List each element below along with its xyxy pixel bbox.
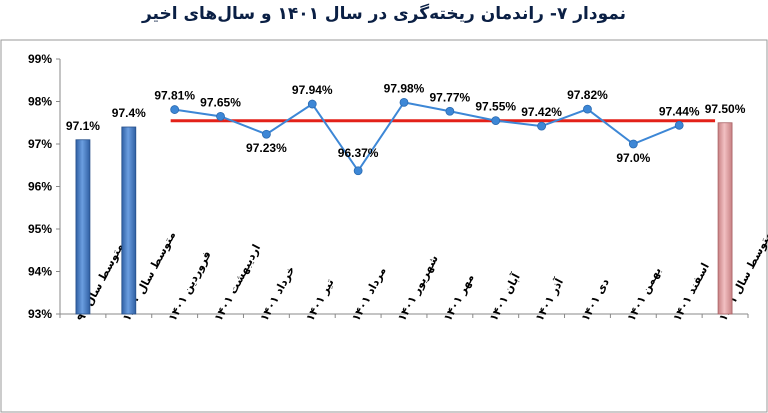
y-tick-label: 99% xyxy=(28,52,52,66)
bar-data-label: 97.1% xyxy=(66,119,100,133)
line-point xyxy=(216,111,225,121)
x-tick-label: آبان ۱۴۰۱ xyxy=(486,271,523,324)
line-point xyxy=(307,99,317,109)
line-point xyxy=(445,106,455,116)
point-data-label: 97.77% xyxy=(430,90,471,104)
y-tick-label: 98% xyxy=(28,95,52,109)
bar xyxy=(121,126,137,315)
point-data-label: 97.81% xyxy=(154,89,195,103)
y-tick-label: 93% xyxy=(28,307,52,321)
y-tick-label: 96% xyxy=(28,180,52,194)
line-point xyxy=(353,166,363,176)
bar xyxy=(75,139,91,315)
x-tick-label: مرداد ۱۴۰۱ xyxy=(349,265,388,324)
line-point xyxy=(170,105,180,114)
line-point xyxy=(674,120,684,130)
point-data-label: 97.23% xyxy=(246,141,287,155)
line-point xyxy=(261,129,271,139)
chart-frame xyxy=(0,39,768,413)
x-tick-label: شهریور ۱۴۰۱ xyxy=(395,253,441,324)
point-data-label: 97.0% xyxy=(616,151,650,165)
point-data-label: 97.94% xyxy=(292,83,333,97)
chart-title: نمودار ۷- راندمان ریخته‌گری در سال ۱۴۰۱ … xyxy=(141,4,627,24)
point-data-label: 97.44% xyxy=(659,104,700,118)
y-tick-label: 94% xyxy=(28,265,52,279)
bar-data-label: 97.50% xyxy=(705,102,746,116)
point-data-label: 97.82% xyxy=(567,88,608,102)
point-data-label: 97.65% xyxy=(200,95,241,109)
x-tick-label: دی ۱۴۰۱ xyxy=(579,276,612,323)
line-point xyxy=(628,139,638,149)
x-tick-label: تیر ۱۴۰۱ xyxy=(303,277,336,324)
line-point xyxy=(583,104,592,114)
x-tick-label: آذر ۱۴۰۱ xyxy=(532,276,566,324)
x-tick-label: فروردین ۱۴۰۱ xyxy=(166,249,214,324)
bar xyxy=(717,122,733,315)
y-tick-label: 97% xyxy=(28,137,52,151)
bar-data-label: 97.4% xyxy=(112,106,146,120)
y-tick-label: 95% xyxy=(28,222,52,236)
x-tick-label: بهمن ۱۴۰۱ xyxy=(625,265,664,324)
point-data-label: 97.55% xyxy=(475,100,516,114)
point-data-label: 97.42% xyxy=(521,105,562,119)
point-data-label: 96.37% xyxy=(338,146,379,160)
x-tick-label: اردیبهشت ۱۴۰۱ xyxy=(212,242,263,323)
line-point xyxy=(399,97,409,107)
line-point xyxy=(491,116,501,126)
point-data-label: 97.98% xyxy=(384,81,425,95)
line-series xyxy=(174,101,680,173)
x-tick-label: مهر ۱۴۰۱ xyxy=(441,272,477,324)
line-point xyxy=(537,121,546,131)
